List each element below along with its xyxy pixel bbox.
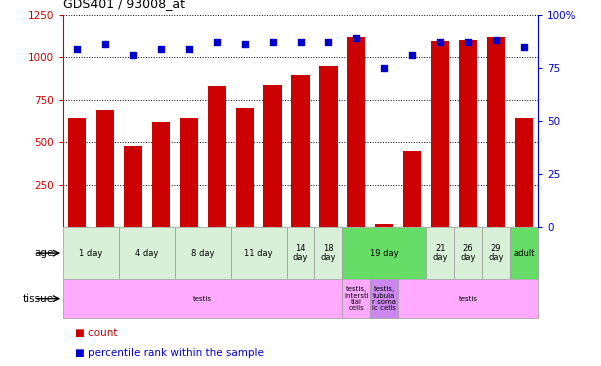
Bar	[482, 227, 510, 279]
Point	[240, 41, 249, 47]
Bar	[343, 279, 370, 318]
Point	[463, 40, 473, 45]
Bar	[96, 110, 114, 227]
Text: 14
day: 14 day	[293, 244, 308, 262]
Bar	[119, 227, 175, 279]
Bar	[291, 75, 310, 227]
Point	[128, 52, 138, 58]
Text: 21
day: 21 day	[432, 244, 448, 262]
Text: 29
day: 29 day	[488, 244, 504, 262]
Bar	[347, 37, 365, 227]
Bar	[63, 227, 119, 279]
Point	[379, 65, 389, 71]
Bar	[314, 227, 343, 279]
Bar	[175, 227, 231, 279]
Point	[323, 40, 333, 45]
Bar	[236, 108, 254, 227]
Bar	[403, 151, 421, 227]
Text: testis,
tubula
r soma
ic cells: testis, tubula r soma ic cells	[372, 286, 396, 311]
Text: testis,
intersti
tial
cells: testis, intersti tial cells	[344, 286, 369, 311]
Bar	[431, 41, 449, 227]
Text: 11 day: 11 day	[244, 249, 273, 258]
Text: 19 day: 19 day	[370, 249, 398, 258]
Text: tissue: tissue	[22, 294, 53, 304]
Bar	[370, 279, 398, 318]
Text: ■ percentile rank within the sample: ■ percentile rank within the sample	[75, 348, 264, 358]
Text: age: age	[34, 248, 53, 258]
Text: 26
day: 26 day	[460, 244, 476, 262]
Bar	[510, 227, 538, 279]
Text: testis: testis	[459, 296, 478, 302]
Bar	[398, 279, 538, 318]
Bar	[319, 66, 338, 227]
Point	[72, 46, 82, 52]
Bar	[68, 119, 86, 227]
Bar	[207, 86, 226, 227]
Text: 18
day: 18 day	[321, 244, 336, 262]
Point	[519, 44, 529, 49]
Point	[156, 46, 166, 52]
Bar	[343, 227, 426, 279]
Text: GDS401 / 93008_at: GDS401 / 93008_at	[63, 0, 185, 10]
Bar	[515, 119, 533, 227]
Text: adult: adult	[513, 249, 535, 258]
Bar	[231, 227, 287, 279]
Text: ■ count: ■ count	[75, 328, 118, 338]
Text: 4 day: 4 day	[135, 249, 159, 258]
Bar	[263, 85, 282, 227]
Point	[100, 41, 110, 47]
Point	[212, 40, 222, 45]
Bar	[487, 37, 505, 227]
Bar	[180, 119, 198, 227]
Text: 8 day: 8 day	[191, 249, 215, 258]
Text: testis: testis	[194, 296, 212, 302]
Point	[407, 52, 417, 58]
Bar	[63, 279, 343, 318]
Bar	[124, 146, 142, 227]
Bar	[287, 227, 314, 279]
Point	[491, 37, 501, 43]
Point	[268, 40, 278, 45]
Bar	[454, 227, 482, 279]
Point	[435, 40, 445, 45]
Bar	[426, 227, 454, 279]
Text: 1 day: 1 day	[79, 249, 103, 258]
Point	[184, 46, 194, 52]
Bar	[459, 40, 477, 227]
Bar	[152, 122, 170, 227]
Point	[296, 40, 305, 45]
Bar	[375, 224, 394, 227]
Point	[352, 35, 361, 41]
